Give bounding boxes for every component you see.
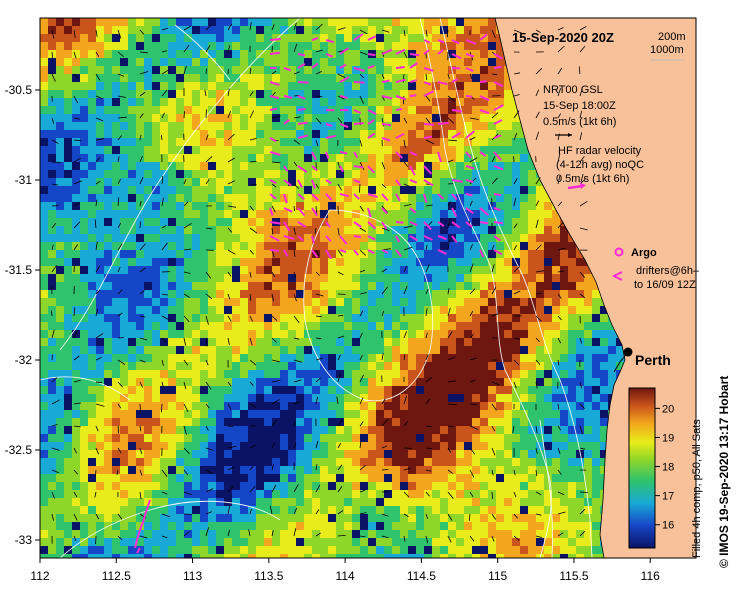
y-tick-label: -31.5: [5, 263, 33, 277]
y-tick-label: -32: [15, 353, 33, 367]
imos-credit: © IMOS 19-Sep-2020 13:17 Hobart: [717, 376, 731, 568]
plot-frame: [39, 17, 697, 559]
x-tick-label: 113: [183, 569, 202, 583]
drifter-icon: [611, 271, 623, 281]
colorbar-ramp: [628, 387, 656, 549]
colorbar-tick-label: 16: [662, 520, 674, 532]
radar-legend: HF radar velocity (4-12h avg) noQC 0.5m/…: [556, 145, 644, 190]
x-tick-label: 115: [488, 569, 507, 583]
argo-icon: [614, 247, 624, 257]
colorbar-tick-label: 17: [662, 491, 674, 503]
colorbar-tick-label: 20: [662, 403, 674, 415]
drifter-legend-line-1: drifters@6h–: [636, 265, 700, 277]
gsl-legend-line-1: NRT00 GSL: [543, 84, 603, 96]
map-title: 15-Sep-2020 20Z: [512, 30, 614, 45]
radar-legend-line-3: 0.5m/s (1kt 6h): [556, 173, 629, 185]
gsl-legend-line-3: 0.5m/s (1kt 6h): [543, 116, 616, 128]
x-tick-label: 115.5: [559, 569, 588, 583]
colorbar-tick-label: 19: [662, 432, 674, 444]
x-tick-label: 114.5: [407, 569, 436, 583]
contour-1000m-label: 1000m: [650, 44, 684, 56]
colorbar: 16 17 18 19 20 Filled 4h comp, p50, All Sats: [628, 387, 703, 558]
bathymetry-contours: [40, 18, 593, 558]
y-tick-label: -31: [15, 173, 33, 187]
radar-legend-line-2: (4-12h avg) noQC: [556, 159, 644, 171]
x-tick-label: 112.5: [102, 569, 131, 583]
argo-legend: Argo: [614, 247, 657, 259]
y-tick-label: -33: [15, 533, 33, 547]
coastline: [494, 18, 626, 558]
drifter-legend-line-2: to 16/09 12Z: [634, 279, 696, 291]
gsl-legend: NRT00 GSL 15-Sep 18:00Z 0.5m/s (1kt 6h): [543, 84, 616, 137]
drifter-legend: drifters@6h– to 16/09 12Z: [611, 265, 700, 291]
contour-legend: 200m 1000m: [650, 31, 686, 61]
x-tick-label: 113.5: [254, 569, 283, 583]
drifter-tracks: [134, 499, 151, 554]
sst-field: [40, 18, 640, 558]
y-tick-label: -32.5: [5, 443, 33, 457]
colorbar-title: Filled 4h comp, p50, All Sats: [691, 419, 703, 558]
x-tick-label: 112: [30, 569, 49, 583]
colorbar-tick-label: 18: [662, 462, 674, 474]
perth-marker: Perth: [613, 347, 671, 373]
map-panel: [40, 18, 696, 558]
argo-label: Argo: [631, 247, 657, 259]
hf-radar-arrows: [269, 33, 504, 260]
perth-label: Perth: [635, 352, 671, 368]
x-axis: 112 112.5 113 113.5 114 114.5 115 115.5 116: [30, 558, 660, 583]
x-tick-label: 116: [641, 569, 660, 583]
gsl-legend-line-2: 15-Sep 18:00Z: [543, 100, 616, 112]
y-axis: -30.5 -31 -31.5 -32 -32.5 -33: [5, 83, 40, 547]
radar-legend-line-1: HF radar velocity: [558, 145, 642, 157]
contour-200m-label: 200m: [658, 31, 686, 43]
y-tick-label: -30.5: [5, 83, 33, 97]
x-tick-label: 114: [336, 569, 355, 583]
